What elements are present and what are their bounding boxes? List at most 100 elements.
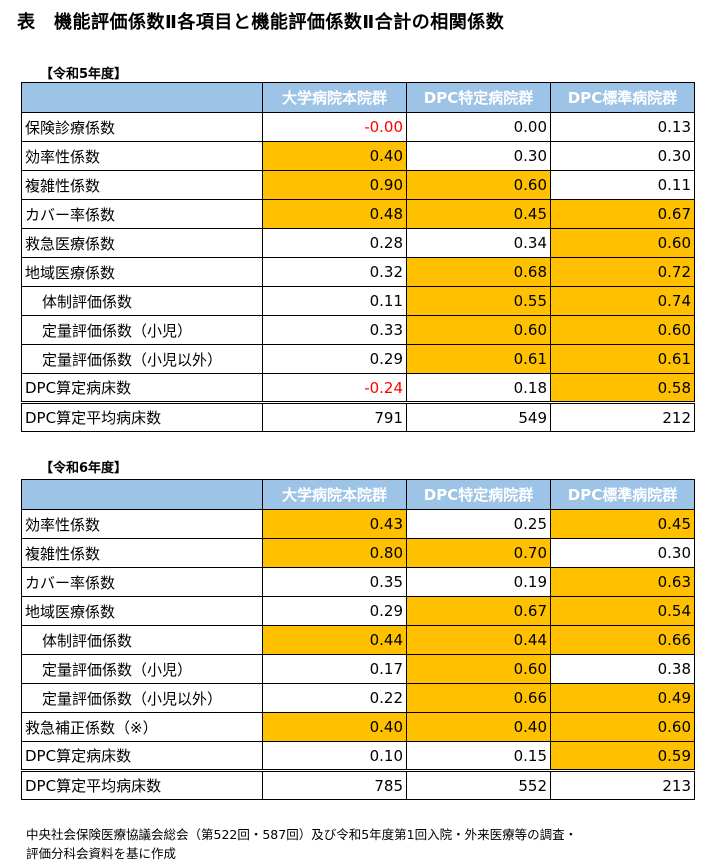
value-cell: 0.60 [406, 170, 551, 200]
value-cell: 0.60 [550, 712, 695, 742]
value-cell: 0.33 [262, 315, 407, 345]
row-label: 救急補正係数（※） [21, 712, 263, 742]
row-label: 効率性係数 [21, 141, 263, 171]
value-cell: 0.22 [262, 683, 407, 713]
value-cell: 0.11 [262, 286, 407, 316]
table-row: 効率性係数 0.40 0.30 0.30 [21, 141, 695, 171]
total-row: DPC算定平均病床数 785 552 213 [21, 769, 695, 800]
table-row: 救急補正係数（※） 0.40 0.40 0.60 [21, 712, 695, 742]
table-row: 体制評価係数 0.11 0.55 0.74 [21, 286, 695, 316]
header-blank-cell [21, 479, 263, 510]
source-note-line: 中央社会保険医療協議会総会（第522回・587回）及び令和5年度第1回入院・外来… [26, 827, 578, 842]
value-cell: 0.10 [262, 741, 407, 771]
page-title: 表 機能評価係数Ⅱ各項目と機能評価係数Ⅱ合計の相関係数 [17, 12, 505, 33]
table-row: 保険診療係数 -0.00 0.00 0.13 [21, 112, 695, 142]
table-row: カバー率係数 0.48 0.45 0.67 [21, 199, 695, 229]
correlation-table-r5: 大学病院本院群 DPC特定病院群 DPC標準病院群 保険診療係数 -0.00 0.00 0.… [21, 82, 695, 432]
value-cell: 552 [406, 769, 551, 800]
table-row: 地域医療係数 0.32 0.68 0.72 [21, 257, 695, 287]
value-cell: 0.29 [262, 596, 407, 626]
value-cell: 0.55 [406, 286, 551, 316]
value-cell: 0.32 [262, 257, 407, 287]
table-row: DPC算定病床数 0.10 0.15 0.59 [21, 741, 695, 771]
table-row: 定量評価係数（小児） 0.17 0.60 0.38 [21, 654, 695, 684]
value-cell: 0.61 [550, 344, 695, 374]
value-cell: 0.68 [406, 257, 551, 287]
value-cell: 0.43 [262, 509, 407, 539]
value-cell: 0.59 [550, 741, 695, 771]
value-cell: 0.60 [550, 228, 695, 258]
value-cell: 0.72 [550, 257, 695, 287]
value-cell: 0.80 [262, 538, 407, 568]
value-cell: 0.45 [550, 509, 695, 539]
value-cell: 0.38 [550, 654, 695, 684]
value-cell: -0.24 [262, 373, 407, 403]
value-cell: 0.45 [406, 199, 551, 229]
correlation-table-r6: 大学病院本院群 DPC特定病院群 DPC標準病院群 効率性係数 0.43 0.25 0.45… [21, 479, 695, 800]
value-cell: 0.34 [406, 228, 551, 258]
row-label: カバー率係数 [21, 567, 263, 597]
value-cell: 0.70 [406, 538, 551, 568]
row-label: 保険診療係数 [21, 112, 263, 142]
value-cell: 785 [262, 769, 407, 800]
value-cell: 0.13 [550, 112, 695, 142]
value-cell: 0.67 [550, 199, 695, 229]
row-label: DPC算定病床数 [21, 373, 263, 403]
value-cell: 0.58 [550, 373, 695, 403]
column-header: DPC特定病院群 [406, 479, 551, 510]
row-label: 定量評価係数（小児） [21, 315, 263, 345]
table-row: 地域医療係数 0.29 0.67 0.54 [21, 596, 695, 626]
total-row: DPC算定平均病床数 791 549 212 [21, 401, 695, 432]
value-cell: 0.67 [406, 596, 551, 626]
value-cell: 213 [550, 769, 695, 800]
value-cell: 0.60 [550, 315, 695, 345]
value-cell: 0.40 [262, 712, 407, 742]
table-row: 定量評価係数（小児） 0.33 0.60 0.60 [21, 315, 695, 345]
source-note-line: 評価分科会資料を基に作成 [26, 846, 177, 861]
table-row: 定量評価係数（小児以外） 0.29 0.61 0.61 [21, 344, 695, 374]
row-label: 体制評価係数 [21, 625, 263, 655]
value-cell: 0.40 [406, 712, 551, 742]
value-cell: 0.18 [406, 373, 551, 403]
value-cell: 0.66 [550, 625, 695, 655]
value-cell: 549 [406, 401, 551, 432]
value-cell: 0.25 [406, 509, 551, 539]
column-header: 大学病院本院群 [262, 82, 407, 113]
header-row: 大学病院本院群 DPC特定病院群 DPC標準病院群 [21, 82, 695, 113]
value-cell: 0.28 [262, 228, 407, 258]
column-header: DPC標準病院群 [550, 82, 695, 113]
row-label: 複雑性係数 [21, 538, 263, 568]
row-label: 救急医療係数 [21, 228, 263, 258]
table-row: DPC算定病床数 -0.24 0.18 0.58 [21, 373, 695, 403]
value-cell: 0.74 [550, 286, 695, 316]
value-cell: 0.44 [262, 625, 407, 655]
value-cell: 0.66 [406, 683, 551, 713]
value-cell: 0.11 [550, 170, 695, 200]
value-cell: 0.40 [262, 141, 407, 171]
row-label: 体制評価係数 [21, 286, 263, 316]
row-label: 定量評価係数（小児） [21, 654, 263, 684]
row-label: カバー率係数 [21, 199, 263, 229]
value-cell: 0.90 [262, 170, 407, 200]
value-cell: -0.00 [262, 112, 407, 142]
value-cell: 0.00 [406, 112, 551, 142]
table-row: カバー率係数 0.35 0.19 0.63 [21, 567, 695, 597]
value-cell: 0.44 [406, 625, 551, 655]
row-label: DPC算定平均病床数 [21, 401, 263, 432]
value-cell: 0.35 [262, 567, 407, 597]
table-row: 救急医療係数 0.28 0.34 0.60 [21, 228, 695, 258]
value-cell: 0.60 [406, 315, 551, 345]
row-label: 地域医療係数 [21, 596, 263, 626]
column-header: 大学病院本院群 [262, 479, 407, 510]
source-note: 中央社会保険医療協議会総会（第522回・587回）及び令和5年度第1回入院・外来… [26, 825, 577, 863]
row-label: 地域医療係数 [21, 257, 263, 287]
table-row: 定量評価係数（小児以外） 0.22 0.66 0.49 [21, 683, 695, 713]
value-cell: 0.54 [550, 596, 695, 626]
table-row: 効率性係数 0.43 0.25 0.45 [21, 509, 695, 539]
value-cell: 0.19 [406, 567, 551, 597]
header-row: 大学病院本院群 DPC特定病院群 DPC標準病院群 [21, 479, 695, 510]
row-label: 効率性係数 [21, 509, 263, 539]
value-cell: 791 [262, 401, 407, 432]
value-cell: 0.61 [406, 344, 551, 374]
table-row: 体制評価係数 0.44 0.44 0.66 [21, 625, 695, 655]
